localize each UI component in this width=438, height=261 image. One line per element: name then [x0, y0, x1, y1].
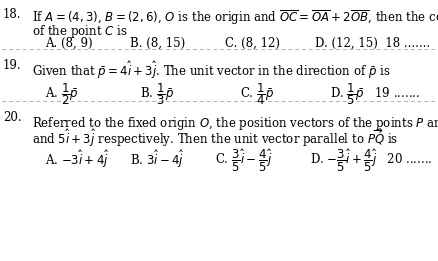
Text: If $A=(4,3)$, $B=(2,6)$, $O$ is the origin and $\overline{OC}=\overline{OA}+2\ov: If $A=(4,3)$, $B=(2,6)$, $O$ is the orig…	[32, 8, 438, 27]
Text: C. (8, 12): C. (8, 12)	[225, 37, 279, 50]
Text: D. $-\dfrac{3}{5}\hat{i}+\dfrac{4}{5}\hat{j}$   20 .......: D. $-\dfrac{3}{5}\hat{i}+\dfrac{4}{5}\ha…	[309, 148, 431, 174]
Text: 19.: 19.	[3, 59, 21, 72]
Text: and $5\hat{i}+3\hat{j}$ respectively. Then the unit vector parallel to $\overrig: and $5\hat{i}+3\hat{j}$ respectively. Th…	[32, 126, 397, 149]
Text: A. (8, 9): A. (8, 9)	[45, 37, 92, 50]
Text: 20.: 20.	[3, 111, 21, 124]
Text: A. $-3\hat{i}+4\hat{j}$: A. $-3\hat{i}+4\hat{j}$	[45, 148, 109, 170]
Text: C. $\dfrac{1}{4}\bar{p}$: C. $\dfrac{1}{4}\bar{p}$	[240, 81, 274, 107]
Text: 18.: 18.	[3, 8, 21, 21]
Text: A. $\dfrac{1}{2}\bar{p}$: A. $\dfrac{1}{2}\bar{p}$	[45, 81, 79, 107]
Text: Given that $\bar{p}=4\hat{i}+3\hat{j}$. The unit vector in the direction of $\ba: Given that $\bar{p}=4\hat{i}+3\hat{j}$. …	[32, 59, 390, 81]
Text: B. (8, 15): B. (8, 15)	[130, 37, 185, 50]
Text: B. $\dfrac{1}{3}\bar{p}$: B. $\dfrac{1}{3}\bar{p}$	[140, 81, 173, 107]
Text: of the point $C$ is: of the point $C$ is	[32, 23, 127, 40]
Text: Referred to the fixed origin $O$, the position vectors of the points $P$ and $Q$: Referred to the fixed origin $O$, the po…	[32, 111, 438, 133]
Text: C. $\dfrac{3}{5}\hat{i}-\dfrac{4}{5}\hat{j}$: C. $\dfrac{3}{5}\hat{i}-\dfrac{4}{5}\hat…	[215, 148, 272, 174]
Text: D. $\dfrac{1}{5}\bar{p}$   19 .......: D. $\dfrac{1}{5}\bar{p}$ 19 .......	[329, 81, 419, 107]
Text: B. $3\hat{i}-4\hat{j}$: B. $3\hat{i}-4\hat{j}$	[130, 148, 184, 170]
Text: D. (12, 15)  18 .......: D. (12, 15) 18 .......	[314, 37, 429, 50]
